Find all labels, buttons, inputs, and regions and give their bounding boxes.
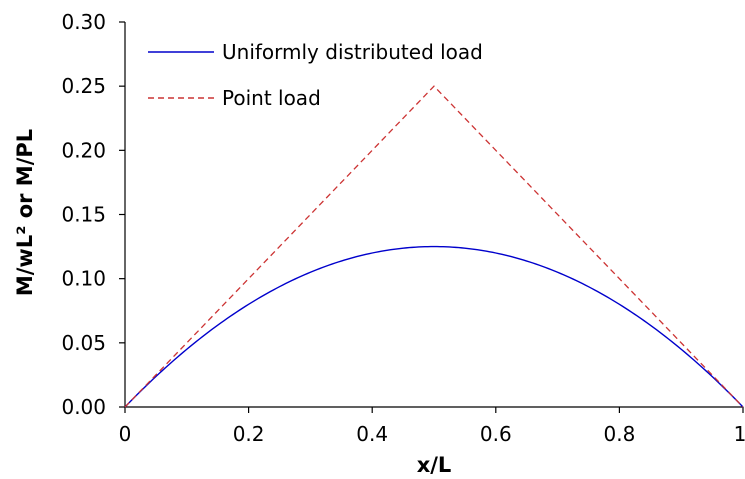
y-tick-label: 0.10 <box>61 267 106 291</box>
x-axis-title: x/L <box>417 453 452 477</box>
legend: Uniformly distributed load Point load <box>148 40 483 110</box>
y-tick-label: 0.15 <box>61 203 106 227</box>
legend-label: Point load <box>222 86 321 110</box>
x-tick-label: 0.8 <box>603 422 635 446</box>
y-tick-label: 0.30 <box>61 10 106 34</box>
y-tick-label: 0.20 <box>61 138 106 162</box>
x-tick-label: 0.6 <box>480 422 512 446</box>
point-load-series-line <box>124 85 744 408</box>
y-tick-label: 0.00 <box>61 395 106 419</box>
legend-label: Uniformly distributed load <box>222 40 483 64</box>
x-tick-label: 0.2 <box>233 422 265 446</box>
y-tick-label: 0.25 <box>61 74 106 98</box>
x-tick-label: 0.4 <box>356 422 388 446</box>
y-tick-label: 0.05 <box>61 331 106 355</box>
x-tick-label: 1 <box>734 422 745 446</box>
udl-series-line <box>124 245 744 408</box>
x-tick-label: 0 <box>119 422 132 446</box>
y-axis-title: M/wL² or M/PL <box>13 129 37 296</box>
series-layer <box>124 85 744 408</box>
axes: 0.00 0.05 0.10 0.15 0.20 0.25 0.30 0 0.2 0.4 0.6 0.… <box>61 10 745 446</box>
